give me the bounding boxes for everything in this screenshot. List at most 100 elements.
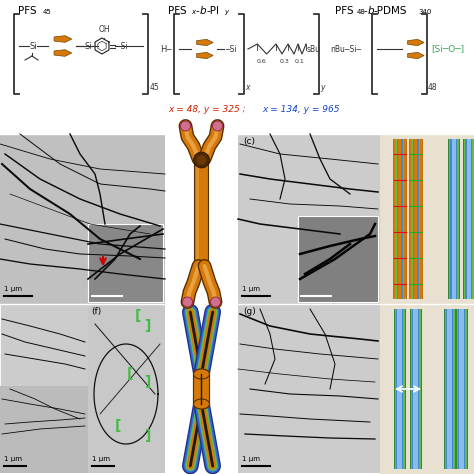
Text: -PI: -PI [207, 6, 220, 16]
Bar [413, 139, 419, 299]
Text: Fe: Fe [411, 46, 419, 52]
Bar [0, 134, 165, 304]
Polygon shape [197, 39, 213, 46]
Text: 0.1: 0.1 [295, 59, 305, 64]
Circle shape [181, 121, 191, 131]
Text: (g): (g) [243, 307, 256, 316]
Bar [457, 309, 467, 469]
Bar [399, 139, 401, 299]
Bar [238, 304, 380, 473]
Text: [: [ [135, 309, 141, 323]
Circle shape [212, 121, 222, 131]
Ellipse shape [193, 399, 210, 409]
Text: OH: OH [98, 25, 110, 34]
Text: PFS: PFS [335, 6, 354, 16]
Bar [410, 309, 422, 469]
Text: ]: ] [145, 429, 151, 443]
Text: y: y [224, 9, 228, 15]
Polygon shape [54, 36, 72, 42]
Bar [452, 139, 456, 299]
Text: x = 134, y = 965: x = 134, y = 965 [262, 104, 339, 113]
Text: Si: Si [29, 42, 37, 51]
Text: Fe: Fe [200, 46, 208, 52]
Text: 1 μm: 1 μm [4, 456, 22, 462]
Bar [395, 139, 404, 299]
Bar [411, 139, 420, 299]
Text: -PDMS: -PDMS [374, 6, 408, 16]
Text: 0.3: 0.3 [280, 59, 290, 64]
Bar [467, 139, 471, 299]
Text: y: y [320, 83, 325, 92]
Text: sBu: sBu [307, 45, 321, 54]
Text: 48: 48 [357, 9, 366, 15]
Bar [165, 134, 238, 304]
Bar [447, 309, 454, 469]
Bar [380, 304, 474, 474]
Text: ─Si: ─Si [225, 45, 237, 54]
Bar [450, 139, 457, 299]
Circle shape [182, 297, 192, 307]
Text: x = 48, y = 325 ;: x = 48, y = 325 ; [168, 104, 246, 113]
Text: 0.6: 0.6 [257, 59, 267, 64]
Bar [411, 309, 421, 469]
Bar [458, 309, 465, 469]
Ellipse shape [193, 369, 210, 379]
Text: 48: 48 [428, 83, 438, 92]
Bar [465, 139, 473, 299]
Polygon shape [408, 39, 424, 46]
Bar [409, 139, 423, 299]
Text: b: b [200, 6, 207, 16]
Bar [447, 309, 453, 469]
Bar [0, 0, 474, 134]
Bar [398, 309, 402, 469]
Text: [: [ [127, 367, 133, 381]
Text: 45: 45 [150, 83, 160, 92]
Bar [165, 304, 238, 474]
Bar [395, 309, 405, 469]
Text: 45: 45 [43, 9, 52, 15]
Polygon shape [408, 53, 424, 59]
Circle shape [193, 152, 210, 168]
Bar [456, 309, 468, 469]
Bar [449, 139, 459, 299]
Bar [463, 139, 474, 299]
Text: 1 μm: 1 μm [4, 286, 22, 292]
Bar [448, 139, 460, 299]
Bar [413, 309, 419, 469]
Bar [396, 309, 403, 469]
Bar [197, 164, 200, 269]
Text: [Si─O─]: [Si─O─] [431, 45, 464, 54]
Bar [194, 164, 209, 269]
Text: ]: ] [145, 319, 151, 333]
Text: b: b [368, 6, 374, 16]
Text: (c): (c) [243, 137, 255, 146]
Text: ]: ] [145, 375, 151, 389]
Text: 340: 340 [418, 9, 431, 15]
Polygon shape [197, 53, 213, 59]
Text: x: x [191, 9, 195, 15]
Bar [394, 309, 406, 469]
Text: 1 μm: 1 μm [242, 456, 260, 462]
Text: 1 μm: 1 μm [92, 456, 110, 462]
Bar [414, 139, 418, 299]
Bar [88, 304, 165, 473]
Text: 1 μm: 1 μm [242, 286, 260, 292]
Bar [380, 134, 474, 304]
Bar [238, 134, 380, 304]
Text: x: x [245, 83, 249, 92]
Ellipse shape [193, 369, 210, 379]
Text: ─Si─: ─Si─ [116, 42, 132, 51]
Bar [459, 309, 465, 469]
Text: PFS: PFS [18, 6, 36, 16]
Bar [394, 139, 406, 299]
Bar [0, 386, 88, 473]
Text: -: - [364, 6, 368, 16]
Text: Fe: Fe [58, 44, 66, 48]
Text: nBu─Si─: nBu─Si─ [330, 45, 361, 54]
Bar [397, 139, 403, 299]
Bar [393, 139, 407, 299]
Text: Si: Si [84, 42, 92, 51]
Bar [298, 216, 378, 302]
Text: -: - [196, 6, 200, 16]
Circle shape [197, 155, 207, 165]
